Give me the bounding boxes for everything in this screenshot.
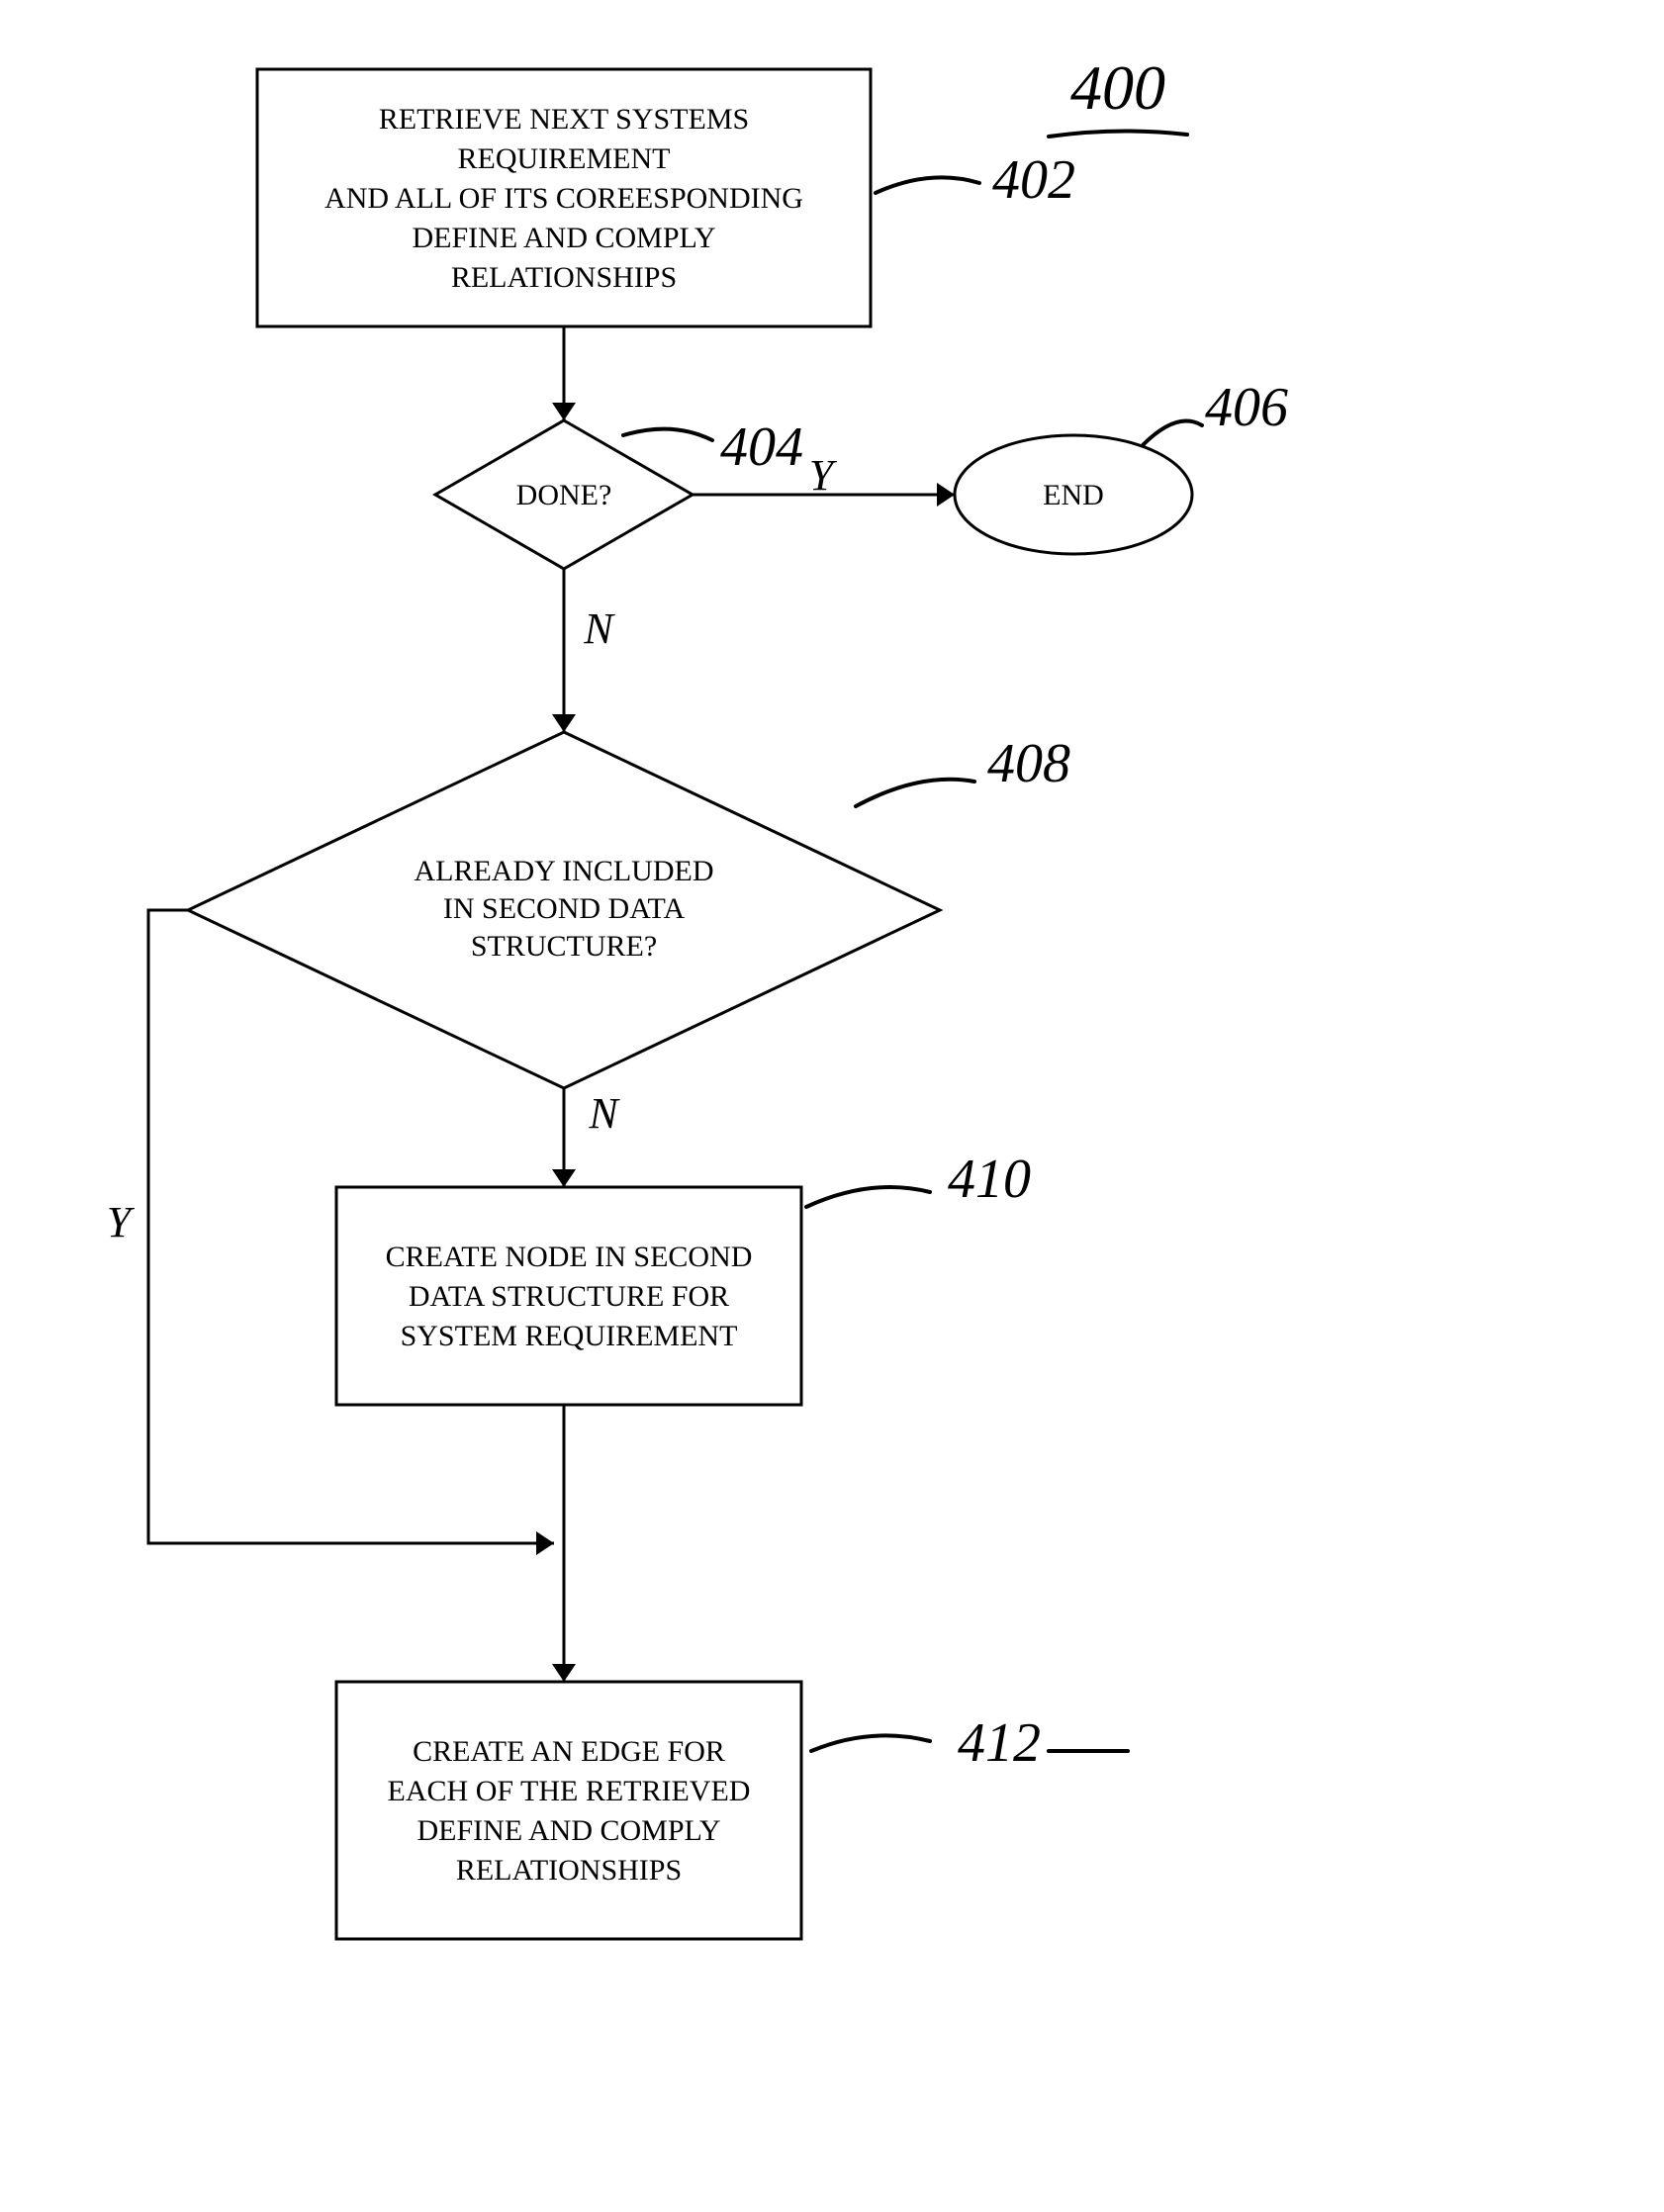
ref-label-404: 404 xyxy=(720,416,803,478)
svg-text:CREATE AN EDGE FOR: CREATE AN EDGE FOR xyxy=(413,1735,725,1768)
svg-text:EACH OF THE RETRIEVED: EACH OF THE RETRIEVED xyxy=(388,1775,751,1807)
ref-label-402: 402 xyxy=(992,149,1075,211)
svg-text:REQUIREMENT: REQUIREMENT xyxy=(458,142,671,175)
node-406: END 406 xyxy=(955,377,1288,554)
svg-text:DONE?: DONE? xyxy=(516,479,612,511)
svg-text:Y: Y xyxy=(107,1198,136,1246)
node-404: DONE? 404 xyxy=(435,416,803,569)
node-402: RETRIEVE NEXT SYSTEMS REQUIREMENT AND ALL … xyxy=(257,69,1075,326)
svg-text:SYSTEM REQUIREMENT: SYSTEM REQUIREMENT xyxy=(401,1320,738,1352)
node-412: CREATE AN EDGE FOR EACH OF THE RETRIEVED D… xyxy=(336,1682,1128,1939)
svg-text:Y: Y xyxy=(809,451,838,500)
svg-text:RELATIONSHIPS: RELATIONSHIPS xyxy=(456,1854,682,1887)
svg-text:DEFINE AND COMPLY: DEFINE AND COMPLY xyxy=(412,222,715,254)
svg-text:AND ALL OF ITS COREESPONDING: AND ALL OF ITS COREESPONDING xyxy=(324,182,803,215)
svg-text:IN SECOND DATA: IN SECOND DATA xyxy=(443,892,686,925)
svg-text:STRUCTURE?: STRUCTURE? xyxy=(471,930,657,963)
ref-label-406: 406 xyxy=(1205,377,1288,438)
svg-text:ALREADY INCLUDED: ALREADY INCLUDED xyxy=(414,855,713,887)
svg-text:N: N xyxy=(583,604,615,653)
svg-text:N: N xyxy=(588,1089,620,1138)
ref-label-408: 408 xyxy=(987,733,1070,794)
node-408: ALREADY INCLUDED IN SECOND DATA STRUCTURE?… xyxy=(188,732,1070,1088)
svg-text:DEFINE AND COMPLY: DEFINE AND COMPLY xyxy=(416,1814,720,1847)
ref-label-410: 410 xyxy=(948,1149,1031,1210)
figure-number: 400 xyxy=(1070,52,1165,123)
svg-text:CREATE NODE IN SECOND: CREATE NODE IN SECOND xyxy=(386,1241,753,1273)
ref-label-412: 412 xyxy=(958,1712,1041,1774)
node-410: CREATE NODE IN SECOND DATA STRUCTURE FOR S… xyxy=(336,1149,1031,1405)
svg-text:END: END xyxy=(1043,479,1104,511)
svg-text:RELATIONSHIPS: RELATIONSHIPS xyxy=(451,261,677,294)
svg-text:RETRIEVE NEXT SYSTEMS: RETRIEVE NEXT SYSTEMS xyxy=(379,103,749,136)
svg-text:DATA STRUCTURE FOR: DATA STRUCTURE FOR xyxy=(409,1280,729,1313)
